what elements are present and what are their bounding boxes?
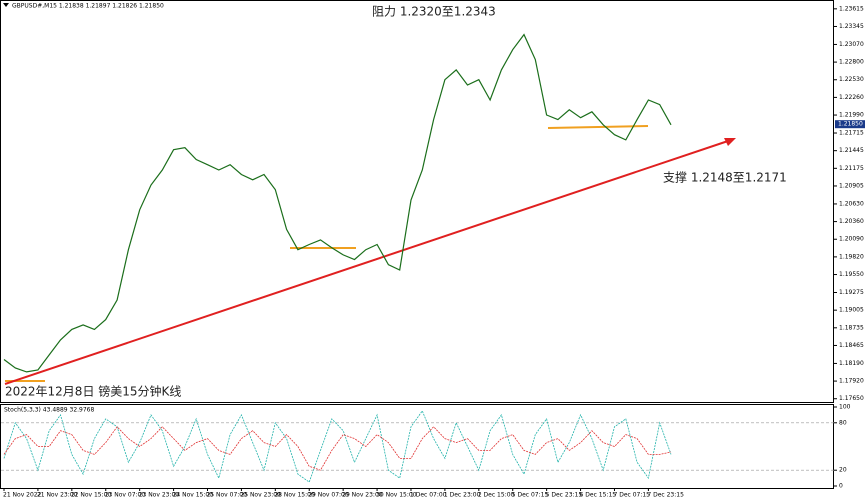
x-tick-label: 1 Dec 23:00 xyxy=(444,492,481,499)
trend-line xyxy=(4,140,729,385)
x-tick-label: 25 Nov 07:00 xyxy=(206,492,247,499)
x-tick-label: 30 Nov 15:00 xyxy=(376,492,417,499)
annotation: 2022年12月8日 镑美15分钟K线 xyxy=(5,384,181,399)
y-tick-label: 1.22530 xyxy=(839,76,864,83)
x-tick-label: 29 Nov 07:00 xyxy=(308,492,349,499)
x-tick-label: 25 Nov 23:00 xyxy=(240,492,281,499)
y-tick-label: 1.23070 xyxy=(839,41,864,48)
y-tick-label: 1.22800 xyxy=(839,59,864,66)
y-tick-label: 1.19550 xyxy=(839,271,864,278)
stoch-line xyxy=(3,410,672,483)
y-tick-label: 0 xyxy=(839,483,843,490)
y-tick-label: 1.21445 xyxy=(839,147,864,154)
y-tick-label: 80 xyxy=(839,419,847,426)
x-tick-label: 29 Nov 23:00 xyxy=(342,492,383,499)
chart-title: GBPUSD#,M15 1.21838 1.21897 1.21826 1.21… xyxy=(12,3,164,10)
y-tick-label: 1.21990 xyxy=(839,112,864,119)
price-line xyxy=(3,33,672,373)
stoch-panel xyxy=(0,404,834,489)
y-tick-label: 20 xyxy=(839,467,847,474)
stoch-line xyxy=(3,426,672,471)
x-tick-label: 5 Dec 23:15 xyxy=(546,492,583,499)
annotation: 支撑 1.2148至1.2171 xyxy=(663,170,787,185)
x-tick-label: 21 Nov 23:00 xyxy=(37,492,78,499)
current-price-label: 1.21850 xyxy=(838,121,863,128)
y-tick-label: 1.19820 xyxy=(839,253,864,260)
y-tick-label: 1.22260 xyxy=(839,94,864,101)
trend-arrow xyxy=(724,138,736,146)
x-tick-label: 24 Nov 15:00 xyxy=(173,492,214,499)
y-tick-label: 1.21715 xyxy=(839,130,864,137)
x-tick-label: 23 Nov 07:00 xyxy=(105,492,146,499)
y-tick-label: 1.23615 xyxy=(839,5,864,12)
y-tick-label: 1.20360 xyxy=(839,218,864,225)
current-price-box xyxy=(835,120,865,129)
stoch-title: Stoch(5,3,3) 43.4889 32.9768 xyxy=(4,407,95,414)
annotation: 阻力 1.2320至1.2343 xyxy=(372,5,496,19)
symbol-icon xyxy=(3,3,9,7)
y-tick-label: 1.19275 xyxy=(839,289,864,296)
x-tick-label: 2 Dec 15:00 xyxy=(478,492,515,499)
x-tick-label: 7 Dec 07:15 xyxy=(613,492,650,499)
x-tick-label: 7 Dec 23:15 xyxy=(647,492,684,499)
y-tick-label: 1.18190 xyxy=(839,360,864,367)
x-tick-label: 28 Nov 15:00 xyxy=(274,492,315,499)
y-tick-label: 1.17920 xyxy=(839,378,864,385)
x-tick-label: 1 Dec 07:00 xyxy=(410,492,447,499)
y-tick-label: 1.17650 xyxy=(839,395,864,402)
x-tick-label: 22 Nov 15:00 xyxy=(71,492,112,499)
y-tick-label: 1.20630 xyxy=(839,200,864,207)
y-tick-label: 1.23345 xyxy=(839,23,864,30)
y-tick-label: 100 xyxy=(839,404,851,411)
y-tick-label: 1.21175 xyxy=(839,165,864,172)
x-tick-label: 6 Dec 15:15 xyxy=(580,492,617,499)
main-panel xyxy=(0,0,834,403)
y-tick-label: 1.20905 xyxy=(839,182,864,189)
x-tick-label: 5 Dec 07:15 xyxy=(512,492,549,499)
y-tick-label: 1.19005 xyxy=(839,307,864,314)
y-tick-label: 1.20090 xyxy=(839,236,864,243)
support-line xyxy=(547,125,649,129)
x-tick-label: 21 Nov 2022 xyxy=(3,492,42,499)
x-tick-label: 23 Nov 23:00 xyxy=(139,492,180,499)
y-tick-label: 1.18735 xyxy=(839,324,864,331)
y-tick-label: 1.18465 xyxy=(839,342,864,349)
